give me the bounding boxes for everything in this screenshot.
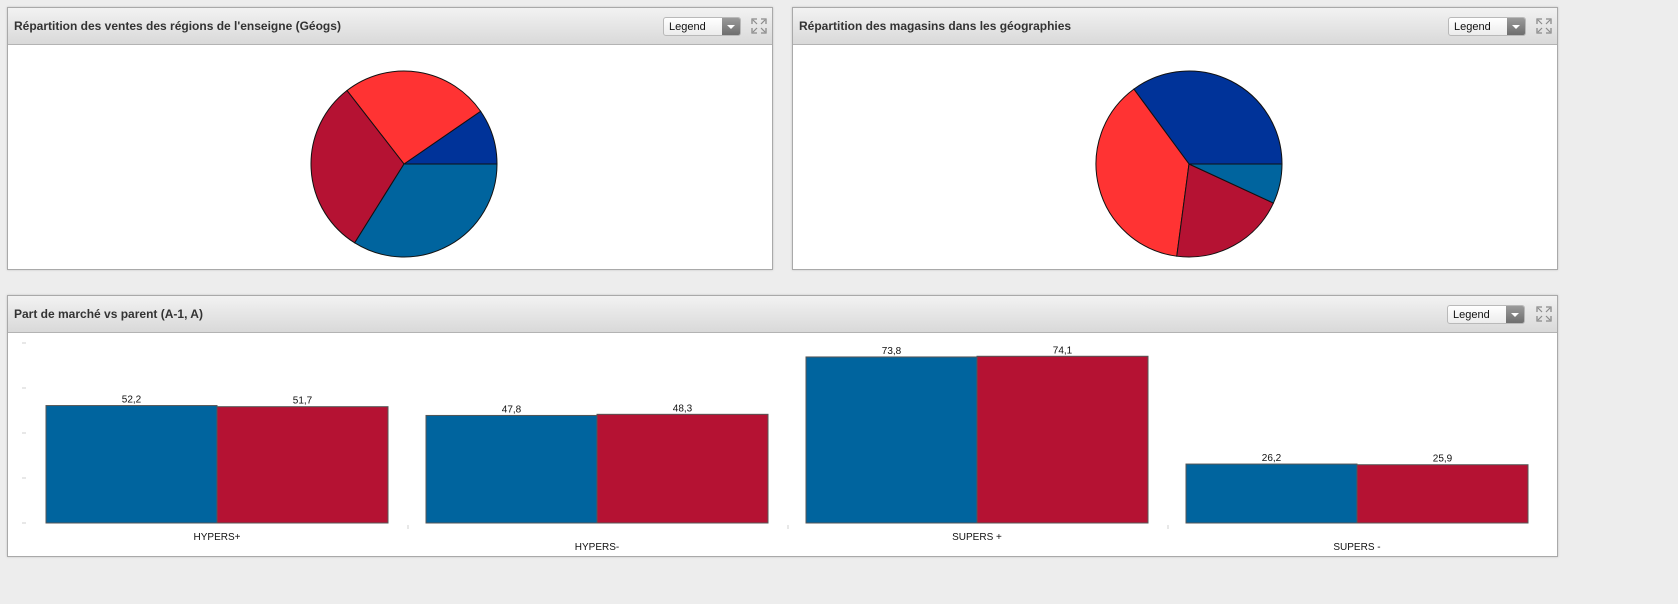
pie-chart-stores: [1095, 70, 1283, 258]
legend-dropdown-label: Legend: [1454, 21, 1491, 33]
bar-value-label: 51,7: [293, 396, 313, 407]
chart-area: [793, 45, 1557, 269]
legend-dropdown-label: Legend: [1453, 309, 1490, 321]
pie-chart-sales: [310, 70, 498, 258]
bar-series-1-0: [216, 406, 389, 524]
pie-slice-1: [346, 70, 482, 165]
legend-dropdown[interactable]: Legend: [1447, 305, 1525, 324]
panel-title: Part de marché vs parent (A-1, A): [14, 307, 203, 321]
expand-icon[interactable]: [1536, 18, 1552, 34]
legend-dropdown-label: Legend: [669, 21, 706, 33]
legend-dropdown[interactable]: Legend: [663, 17, 741, 36]
pie-panel-stores: Répartition des magasins dans les géogra…: [792, 7, 1558, 270]
bar-value-label: 73,8: [882, 346, 902, 357]
bar-series-1-2: [976, 355, 1149, 524]
bar-series-0-0: [45, 405, 218, 524]
expand-icon[interactable]: [1536, 306, 1552, 322]
pie-slice-1: [1095, 88, 1190, 257]
x-tick-label: SUPERS +: [952, 532, 1002, 543]
bar-series-0-3: [1185, 463, 1358, 524]
bar-series-0-1: [425, 414, 598, 524]
pie-panel-sales: Répartition des ventes des régions de l'…: [7, 7, 773, 270]
bar-panel-market-share: Part de marché vs parent (A-1, A) Legend…: [7, 295, 1558, 557]
bar-value-label: 74,1: [1053, 345, 1073, 356]
panel-title: Répartition des ventes des régions de l'…: [14, 19, 341, 33]
x-tick-label: SUPERS -: [1333, 542, 1380, 553]
bar-value-label: 25,9: [1433, 454, 1453, 465]
pie-slice-3: [1188, 163, 1283, 204]
pie-slice-2: [1176, 163, 1275, 258]
panel-header: Répartition des ventes des régions de l'…: [8, 8, 772, 45]
panel-header: Part de marché vs parent (A-1, A) Legend: [8, 296, 1557, 333]
bar-series-1-3: [1356, 464, 1529, 524]
bar-value-label: 48,3: [673, 403, 693, 414]
x-tick-label: HYPERS+: [194, 532, 241, 543]
bar-series-0-2: [805, 356, 978, 524]
panel-title: Répartition des magasins dans les géogra…: [799, 19, 1072, 33]
chevron-down-icon: [1507, 18, 1525, 35]
pie-slice-2: [310, 89, 405, 244]
pie-slice-0: [1133, 70, 1283, 165]
expand-icon[interactable]: [751, 18, 767, 34]
bar-value-label: 26,2: [1262, 453, 1282, 464]
panel-header: Répartition des magasins dans les géogra…: [793, 8, 1557, 45]
chevron-down-icon: [722, 18, 740, 35]
chart-area: 52,2 51,7 HYPERS+ 47,8 48,3 HYPERS- 73,8 74,1 SU…: [8, 333, 1557, 556]
bar-value-label: 47,8: [502, 404, 522, 415]
chevron-down-icon: [1506, 306, 1524, 323]
x-tick-label: HYPERS-: [575, 542, 619, 553]
bar-chart-market-share: 52,2 51,7 HYPERS+ 47,8 48,3 HYPERS- 73,8 74,1 SU…: [22, 342, 1529, 553]
pie-slice-3: [353, 163, 498, 258]
bar-value-label: 52,2: [122, 395, 142, 406]
chart-area: [8, 45, 772, 269]
bar-series-1-1: [596, 413, 769, 524]
legend-dropdown[interactable]: Legend: [1448, 17, 1526, 36]
